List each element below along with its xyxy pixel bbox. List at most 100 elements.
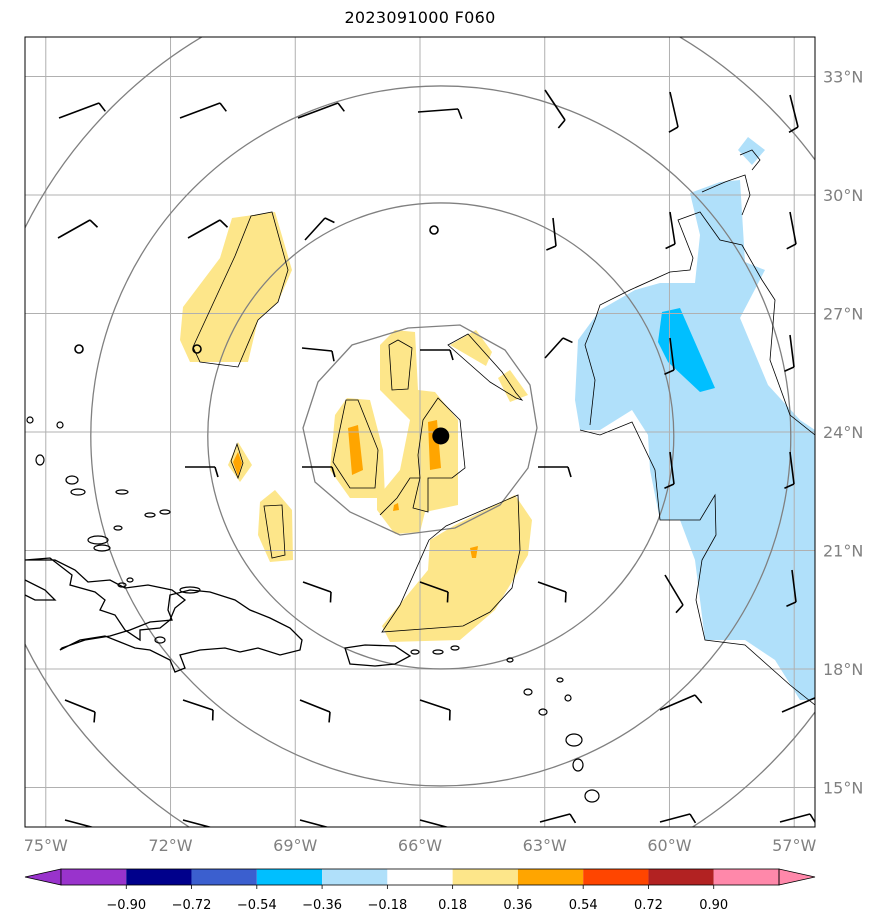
island (538, 708, 548, 716)
wind-barb (788, 94, 799, 134)
wind-barb (420, 349, 454, 361)
island (87, 535, 109, 545)
wind-barb-flag (675, 604, 684, 614)
calm-wind-marker (74, 344, 84, 354)
colorbar: −0.90 −0.72 −0.54 −0.36 −0.18 0.18 0.36 0.54 0.7… (24, 868, 816, 913)
island (113, 525, 123, 531)
wind-barb-flag (784, 483, 795, 489)
contour-line (579, 421, 815, 706)
island (432, 649, 444, 655)
latitude-tick-label: 15°N (823, 779, 863, 798)
colorbar-extend-low (24, 868, 62, 886)
wind-barb-staff (417, 108, 459, 113)
wind-barb-flag (328, 711, 331, 723)
colorbar-segment (648, 869, 714, 885)
island (115, 489, 129, 495)
positive-anomaly-area (258, 490, 293, 562)
colorbar-tick-label: −0.36 (302, 898, 342, 913)
colorbar-segment (517, 869, 584, 885)
wind-barb-staff (57, 219, 91, 239)
colorbar-tick-label: 0.36 (503, 898, 532, 913)
island (117, 582, 127, 588)
island (179, 586, 201, 594)
wind-barb (57, 219, 99, 239)
wind-barb-flag (817, 697, 824, 705)
island (26, 416, 34, 424)
range-ring (302, 324, 538, 536)
wind-barb (187, 219, 229, 239)
wind-barb-flag (329, 591, 332, 603)
wind-barb-staff (789, 211, 797, 245)
map-title: 2023091000 F060 (344, 8, 496, 27)
wind-barb (659, 813, 697, 824)
colorbar-tick-label: −0.90 (106, 898, 146, 913)
wind-barb (419, 581, 449, 603)
island (144, 512, 156, 518)
colorbar-segment (452, 869, 518, 885)
wind-barb-staff (669, 91, 679, 128)
wind-barb-staff (544, 89, 566, 121)
wind-barb-staff (779, 813, 811, 823)
wind-barb-flag (668, 126, 679, 133)
contour-line (447, 333, 524, 401)
wind-barb (781, 696, 824, 713)
wind-barb-staff (789, 94, 799, 128)
wind-barb-staff (669, 451, 675, 485)
wind-barb-flag (214, 466, 219, 478)
island (572, 758, 584, 772)
wind-barb-staff (58, 102, 100, 119)
wind-barb (786, 211, 797, 250)
positive-anomaly-area (498, 370, 528, 402)
contour-line (381, 494, 521, 633)
contour-lines (192, 149, 815, 706)
wind-barb (539, 813, 577, 824)
island (154, 636, 166, 644)
wind-barb (544, 89, 566, 129)
colorbar-tick-label: −0.18 (367, 898, 407, 913)
wind-barb (302, 581, 332, 603)
colorbar-tick-label: −0.72 (172, 898, 212, 913)
wind-barb-staff (664, 574, 684, 606)
wind-barb (185, 466, 219, 478)
wind-barb (664, 451, 675, 489)
wind-barb-flag (219, 102, 227, 112)
wind-barb (659, 694, 703, 711)
strong-positive-anomaly-area (348, 425, 363, 475)
positive-anomaly-area (450, 330, 492, 366)
wind-barb (665, 211, 676, 250)
colorbar-segment (322, 869, 388, 885)
contour-line (332, 399, 379, 489)
wind-barb-staff (539, 813, 571, 823)
wind-barb (301, 347, 335, 362)
island (126, 577, 134, 583)
wind-barb-staff (297, 102, 339, 119)
wind-barb-flag (98, 102, 106, 112)
wind-barb (304, 217, 335, 241)
contour-line (379, 477, 420, 516)
longitude-tick-label: 57°W (772, 836, 816, 855)
wind-barb-flag (788, 126, 799, 134)
wind-barb-flag (784, 366, 795, 372)
wind-barb-staff (544, 337, 564, 359)
colorbar-tick-label: 0.72 (634, 898, 663, 913)
wind-barb-flag (564, 591, 567, 603)
wind-barb-staff (419, 699, 451, 711)
strong-positive-anomaly-area (393, 503, 399, 511)
wind-barb-flag (331, 350, 335, 362)
contour-line (192, 211, 289, 368)
gridlines (25, 37, 815, 827)
wind-barb-flag (446, 591, 449, 603)
wind-barb-staff (302, 581, 332, 593)
coastlines (25, 416, 600, 803)
colorbar-tick-label: 0.90 (699, 898, 728, 913)
wind-barb-flag (449, 349, 454, 361)
wind-barb-flag (93, 711, 96, 723)
wind-barb-flag (567, 466, 572, 478)
island (410, 649, 420, 655)
wind-barb (544, 337, 573, 359)
longitude-tick-label: 75°W (24, 836, 68, 855)
coastline (25, 557, 187, 642)
strong-positive-anomaly-area (470, 546, 478, 558)
wind-barb-flag (457, 108, 463, 120)
